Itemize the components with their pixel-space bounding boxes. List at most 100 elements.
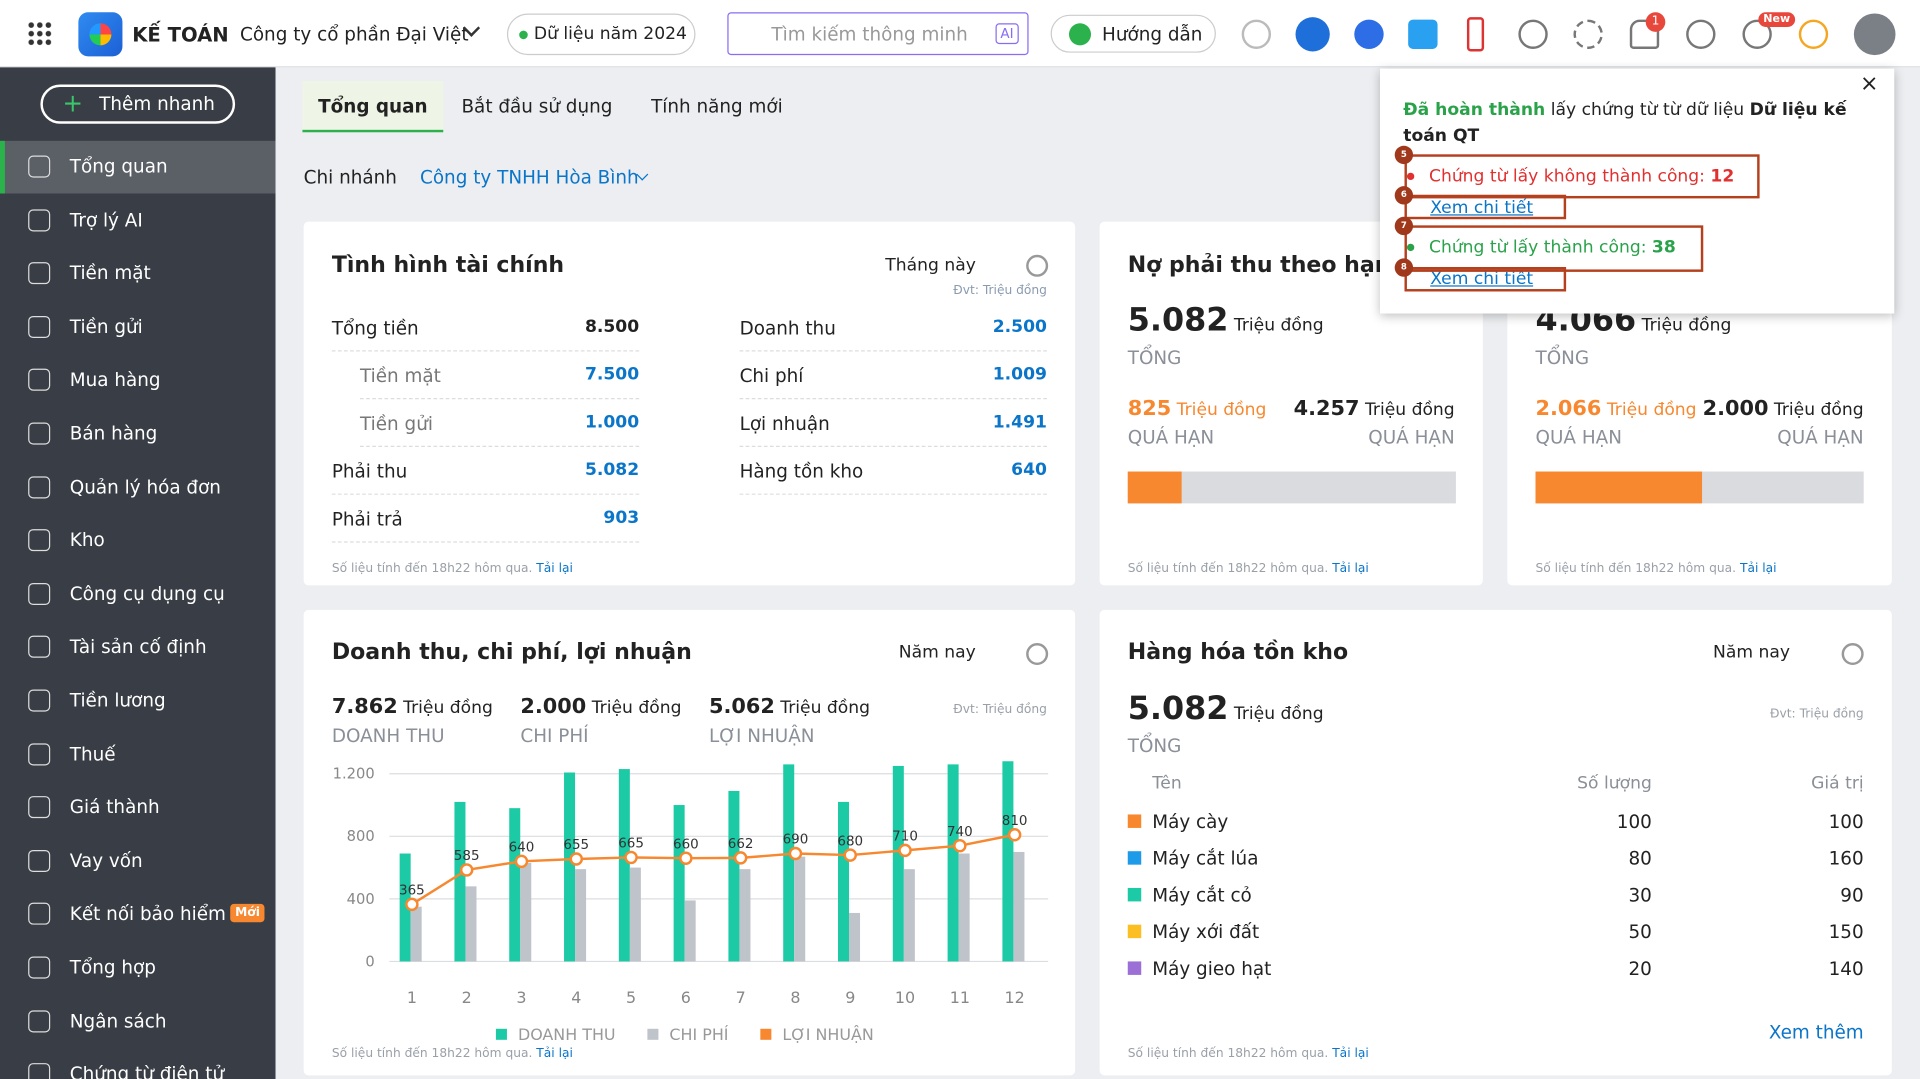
unit: Triệu đồng [1606, 400, 1697, 421]
not-overdue-value: 2.000 Triệu đồng [1703, 397, 1864, 421]
refresh-icon[interactable] [1026, 254, 1049, 277]
menu-item[interactable]: Chứng từ điện tử [69, 1063, 225, 1079]
row-divider [739, 398, 1047, 400]
profit-point [1007, 828, 1022, 842]
menu-item[interactable]: Tiền gửi [69, 315, 143, 338]
menu-icon [28, 742, 51, 765]
refresh-icon[interactable] [1026, 642, 1049, 666]
total-value: 5.082 Triệu đồng [1128, 691, 1324, 728]
menu-item[interactable]: Tiền lương [69, 689, 166, 712]
active-marker [0, 140, 5, 194]
row-divider [360, 445, 640, 448]
data-year-pill[interactable]: Dữ liệu năm 2024 [506, 13, 696, 56]
overdue-value: 2.066 Triệu đồng [1536, 397, 1697, 421]
total-value: 5.082 Triệu đồng [1128, 303, 1324, 340]
menu-item[interactable]: Giá thành [69, 796, 160, 819]
notification-icon[interactable] [1629, 19, 1660, 49]
total-label: TỔNG [1127, 346, 1182, 369]
row-value: 8.500 [584, 317, 640, 337]
idea-icon[interactable] [1798, 19, 1829, 49]
bar [520, 862, 532, 962]
not-overdue-label: QUÁ HẠN [1777, 426, 1864, 449]
profit-line [411, 833, 1015, 906]
mobile-icon[interactable] [1466, 17, 1485, 52]
logo[interactable] [78, 12, 123, 57]
company-select[interactable]: Công ty cổ phần Đại Việt [240, 23, 469, 46]
reload-link[interactable]: Tải lại [536, 1047, 573, 1061]
receivable-card: Nợ phải thu theo hạn nợ 5.082 Triệu đồng… [1099, 221, 1483, 586]
data-label: 810 [1002, 813, 1028, 829]
period-select[interactable]: Năm nay [898, 642, 976, 663]
chat-icon[interactable] [1354, 19, 1384, 49]
period-select[interactable]: Tháng này [885, 255, 976, 276]
reload-link[interactable]: Tải lại [1332, 1047, 1369, 1061]
tab-bar: Tổng quan Bắt đầu sử dụng Tính năng mới [302, 80, 1404, 133]
card-title: Hàng hóa tồn kho [1127, 639, 1349, 666]
avatar[interactable] [1853, 13, 1896, 56]
quick-add-button[interactable]: + Thêm nhanh [40, 84, 236, 124]
ai-badge[interactable]: AI [995, 23, 1019, 45]
menu-item[interactable]: Tiền mặt [69, 262, 151, 285]
row-label: Tiền gửi [360, 412, 433, 435]
menu-item[interactable]: Tài sản cố định [69, 636, 207, 659]
menu-item[interactable]: Tổng hợp [69, 956, 156, 979]
bar [684, 900, 696, 962]
x-tick-label: 9 [845, 988, 855, 1007]
search-box[interactable]: Tìm kiếm thông minh AI [727, 12, 1029, 56]
period-select[interactable]: Năm nay [1713, 642, 1791, 663]
menu-icon [28, 1063, 51, 1079]
help-icon[interactable] [1686, 19, 1716, 49]
kpi-label: CHI PHÍ [520, 725, 589, 748]
settings-icon[interactable] [1573, 19, 1603, 49]
shop-icon[interactable] [1408, 19, 1438, 49]
total-label: TỔNG [1127, 734, 1182, 757]
menu-icon [28, 529, 51, 552]
detail-link[interactable]: Xem chi tiết [1430, 269, 1534, 290]
menu-icon [28, 315, 51, 338]
tab[interactable]: Bắt đầu sử dụng [461, 95, 613, 118]
reload-link[interactable]: Tải lại [1332, 562, 1369, 576]
y-tick-label: 1.200 [333, 766, 375, 783]
item-qty: 80 [1628, 847, 1652, 870]
guide-button[interactable]: Hướng dẫn [1050, 14, 1216, 53]
menu-icon [28, 1009, 51, 1032]
reload-link[interactable]: Tải lại [1739, 562, 1777, 576]
menu-item[interactable]: Kết nối bảo hiểm [69, 903, 226, 926]
more-icon[interactable] [1742, 19, 1772, 49]
menu-item[interactable]: Thuế [69, 742, 116, 765]
branch-select[interactable]: Công ty TNHH Hòa Bình [420, 166, 639, 189]
reload-link[interactable]: Tải lại [536, 562, 573, 576]
ai-assistant-icon[interactable] [1295, 17, 1330, 52]
menu-item[interactable]: Tổng quan [69, 155, 168, 178]
menu-item[interactable]: Mua hàng [69, 369, 161, 392]
apps-menu[interactable] [26, 20, 52, 46]
profit-point [898, 843, 912, 858]
bar [410, 906, 422, 962]
row-divider [739, 350, 1047, 352]
download-icon[interactable] [1241, 19, 1272, 49]
not-overdue-value: 4.257 Triệu đồng [1294, 397, 1455, 421]
menu-item[interactable]: Ngân sách [69, 1009, 167, 1032]
menu-item[interactable]: Trợ lý AI [69, 208, 143, 231]
profit-point [679, 851, 693, 865]
tab[interactable]: Tính năng mới [651, 95, 783, 118]
add-user-icon[interactable] [1518, 19, 1548, 49]
more-link[interactable]: Xem thêm [1768, 1021, 1864, 1044]
x-tick-label: 2 [462, 988, 472, 1007]
menu-item[interactable]: Công cụ dụng cụ [69, 582, 225, 605]
menu-item[interactable]: Quản lý hóa đơn [69, 475, 221, 498]
item-qty: 50 [1628, 921, 1652, 944]
detail-link[interactable]: Xem chi tiết [1430, 198, 1534, 219]
unit: Triệu đồng [1233, 315, 1324, 336]
close-button[interactable]: × [1860, 71, 1879, 97]
tab[interactable]: Tổng quan [302, 80, 444, 133]
success-label: Chứng từ lấy thành công: [1428, 237, 1647, 258]
row-value: 7.500 [584, 364, 640, 385]
refresh-icon[interactable] [1841, 642, 1864, 666]
bar [838, 801, 850, 962]
menu-item[interactable]: Kho [69, 529, 105, 552]
menu-item[interactable]: Bán hàng [69, 422, 158, 445]
menu-item[interactable]: Vay vốn [69, 849, 143, 872]
bar [892, 765, 904, 962]
